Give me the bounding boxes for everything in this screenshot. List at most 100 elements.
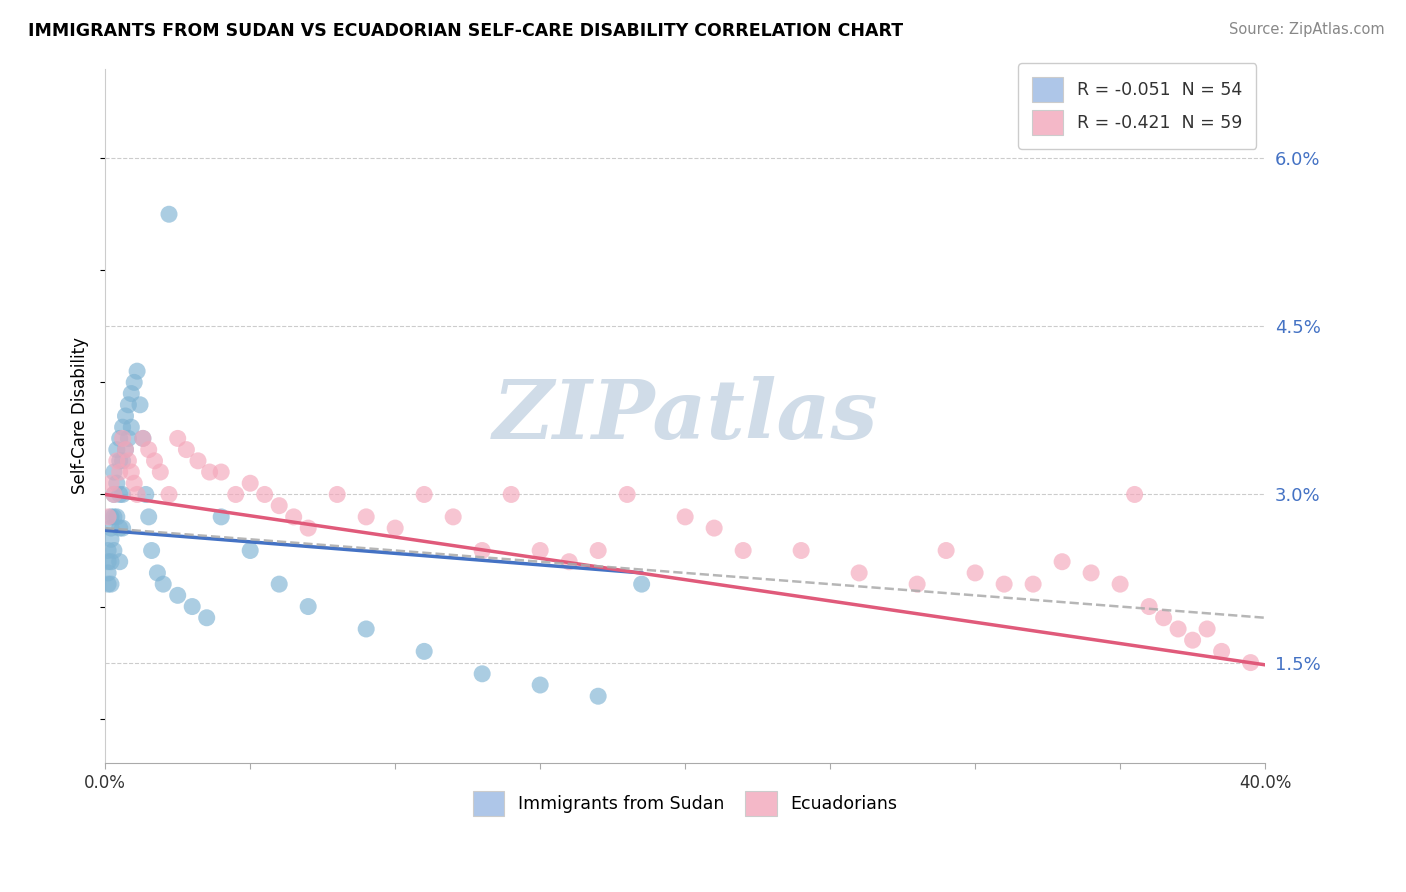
Point — [114, 409, 136, 423]
Point — [114, 442, 136, 457]
Point — [132, 431, 155, 445]
Point — [138, 442, 160, 457]
Point — [135, 487, 157, 501]
Point — [1080, 566, 1102, 580]
Text: Source: ZipAtlas.com: Source: ZipAtlas.com — [1229, 22, 1385, 37]
Point — [157, 207, 180, 221]
Point — [1050, 555, 1073, 569]
Point — [1197, 622, 1219, 636]
Point — [441, 509, 464, 524]
Point — [100, 555, 122, 569]
Y-axis label: Self-Care Disability: Self-Care Disability — [72, 337, 89, 494]
Point — [616, 487, 638, 501]
Point — [105, 442, 128, 457]
Point — [114, 442, 136, 457]
Point — [108, 431, 131, 445]
Point — [138, 509, 160, 524]
Point — [117, 398, 139, 412]
Point — [225, 487, 247, 501]
Point — [176, 442, 198, 457]
Point — [120, 465, 142, 479]
Point — [1137, 599, 1160, 614]
Point — [111, 521, 134, 535]
Point — [1167, 622, 1189, 636]
Point — [166, 431, 188, 445]
Point — [103, 487, 125, 501]
Point — [97, 566, 120, 580]
Point — [149, 465, 172, 479]
Point — [630, 577, 652, 591]
Point — [413, 644, 436, 658]
Point — [905, 577, 928, 591]
Point — [965, 566, 987, 580]
Point — [122, 376, 145, 390]
Point — [103, 487, 125, 501]
Point — [209, 509, 232, 524]
Point — [993, 577, 1015, 591]
Point — [326, 487, 349, 501]
Point — [1153, 611, 1175, 625]
Point — [111, 454, 134, 468]
Point — [108, 521, 131, 535]
Point — [105, 509, 128, 524]
Point — [935, 543, 957, 558]
Point — [100, 509, 122, 524]
Point — [108, 465, 131, 479]
Point — [100, 476, 122, 491]
Point — [108, 487, 131, 501]
Text: IMMIGRANTS FROM SUDAN VS ECUADORIAN SELF-CARE DISABILITY CORRELATION CHART: IMMIGRANTS FROM SUDAN VS ECUADORIAN SELF… — [28, 22, 903, 40]
Point — [733, 543, 755, 558]
Point — [105, 454, 128, 468]
Point — [100, 577, 122, 591]
Point — [1211, 644, 1233, 658]
Point — [1123, 487, 1146, 501]
Point — [1239, 656, 1261, 670]
Point — [127, 364, 149, 378]
Point — [209, 465, 232, 479]
Point — [239, 476, 262, 491]
Point — [129, 398, 152, 412]
Point — [166, 588, 188, 602]
Point — [111, 431, 134, 445]
Point — [157, 487, 180, 501]
Point — [100, 533, 122, 547]
Point — [848, 566, 870, 580]
Point — [111, 487, 134, 501]
Point — [187, 454, 209, 468]
Point — [146, 566, 169, 580]
Point — [108, 555, 131, 569]
Point — [471, 666, 494, 681]
Point — [384, 521, 406, 535]
Point — [269, 577, 291, 591]
Point — [181, 599, 204, 614]
Point — [97, 555, 120, 569]
Point — [198, 465, 221, 479]
Point — [97, 577, 120, 591]
Point — [120, 420, 142, 434]
Point — [141, 543, 163, 558]
Point — [97, 509, 120, 524]
Point — [790, 543, 813, 558]
Point — [152, 577, 174, 591]
Point — [673, 509, 696, 524]
Point — [97, 543, 120, 558]
Point — [195, 611, 218, 625]
Point — [103, 509, 125, 524]
Point — [529, 543, 551, 558]
Point — [117, 431, 139, 445]
Point — [103, 465, 125, 479]
Point — [111, 420, 134, 434]
Point — [529, 678, 551, 692]
Point — [297, 521, 319, 535]
Point — [105, 476, 128, 491]
Point — [558, 555, 581, 569]
Point — [1022, 577, 1045, 591]
Point — [354, 622, 377, 636]
Point — [120, 386, 142, 401]
Point — [143, 454, 166, 468]
Point — [239, 543, 262, 558]
Text: ZIPatlas: ZIPatlas — [492, 376, 877, 456]
Point — [108, 454, 131, 468]
Point — [283, 509, 305, 524]
Point — [122, 476, 145, 491]
